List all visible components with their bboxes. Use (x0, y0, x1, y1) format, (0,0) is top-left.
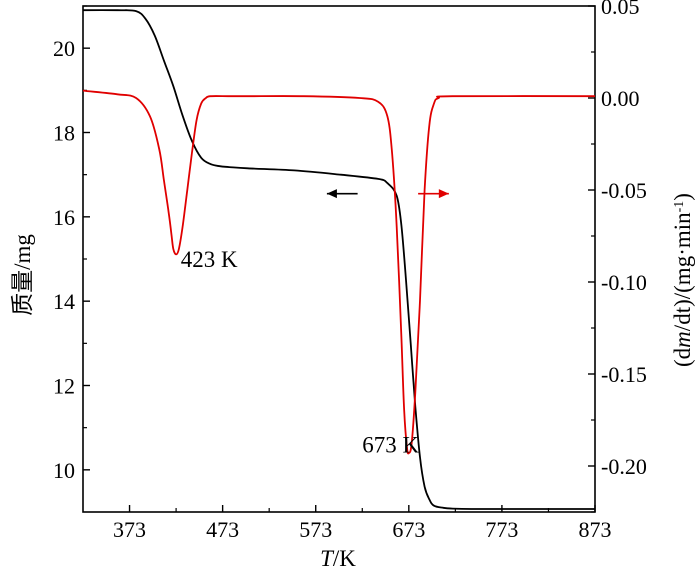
y-left-tick-label: 12 (53, 374, 75, 399)
y-right-tick-label: -0.10 (601, 270, 647, 295)
y-right-tick-label: 0.05 (601, 0, 640, 19)
axis-arrows (326, 189, 449, 199)
y-right-tick-label: -0.20 (601, 454, 647, 479)
x-axis-title-var: T (320, 546, 335, 571)
y-right-tick-label: -0.15 (601, 362, 647, 387)
y-left-tick-label: 20 (53, 36, 75, 61)
x-tick-label: 873 (579, 517, 612, 542)
x-tick-label: 373 (113, 517, 146, 542)
right-axis-arrow-head (438, 189, 449, 199)
tg-curve (82, 9, 595, 510)
y-right-title-part-3: /dt)/(mg·min (670, 212, 695, 331)
plot-border (82, 5, 596, 513)
annotations: 423 K 673 K (181, 247, 420, 458)
series-lines (82, 9, 596, 510)
x-tick-label: 673 (392, 517, 425, 542)
peak-annotation: 423 K (181, 247, 238, 272)
left-axis-arrow-head (326, 189, 337, 199)
peak-annotation: 673 K (362, 433, 419, 458)
x-tick-label: 773 (485, 517, 518, 542)
y-right-title-part-4: -1 (672, 201, 687, 213)
y-left-tick-label: 16 (53, 205, 75, 230)
dtg-curve (82, 89, 596, 455)
y-right-axis-ticks: 0.05 0.00 -0.05 -0.10 -0.15 -0.20 (588, 0, 647, 513)
y-left-tick-label: 18 (53, 121, 75, 146)
plot-frame (82, 5, 596, 513)
x-axis-ticks: 373 473 573 673 773 873 (113, 505, 612, 542)
y-left-axis-ticks: 10 12 14 16 18 20 (53, 5, 90, 483)
y-right-tick-label: 0.00 (601, 86, 640, 111)
y-right-title-part-5: ) (670, 193, 695, 201)
y-left-tick-label: 10 (53, 458, 75, 483)
y-right-tick-label: -0.05 (601, 178, 647, 203)
y-left-tick-label: 14 (53, 289, 75, 314)
y-right-title-part-1: (d (670, 347, 695, 367)
x-axis-title: T/K (320, 546, 356, 571)
x-axis-title-unit: /K (333, 546, 356, 571)
x-tick-label: 573 (299, 517, 332, 542)
y-left-axis-title: 质量/mg (10, 234, 35, 316)
y-right-title-part-2: m (670, 331, 695, 348)
x-tick-label: 473 (206, 517, 239, 542)
y-right-axis-title: (dm/dt)/(mg·min-1) (670, 193, 695, 367)
